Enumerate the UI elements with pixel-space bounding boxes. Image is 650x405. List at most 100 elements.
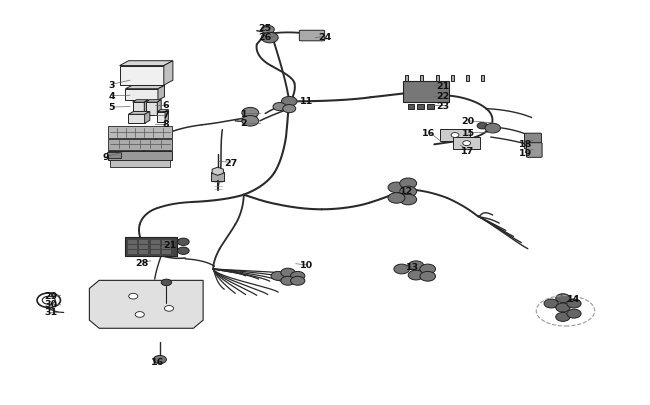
Circle shape (485, 124, 500, 134)
Text: 19: 19 (519, 149, 532, 158)
Text: 26: 26 (259, 33, 272, 42)
Polygon shape (90, 281, 203, 328)
Bar (427, 104, 434, 109)
FancyBboxPatch shape (299, 31, 324, 42)
Circle shape (161, 279, 172, 286)
Text: 9: 9 (103, 153, 109, 162)
Text: 21: 21 (437, 81, 450, 90)
Text: 2: 2 (240, 119, 247, 128)
Bar (140, 241, 148, 245)
Bar (151, 246, 160, 249)
Circle shape (567, 309, 581, 318)
Text: 28: 28 (135, 258, 148, 267)
Text: 27: 27 (224, 158, 237, 167)
Bar (107, 153, 121, 159)
Bar (417, 104, 424, 109)
Bar (451, 76, 454, 82)
Text: 29: 29 (44, 291, 57, 300)
Circle shape (451, 133, 459, 138)
Circle shape (261, 33, 278, 44)
Text: 21: 21 (164, 241, 177, 249)
Polygon shape (158, 86, 164, 101)
Bar (128, 241, 137, 245)
Circle shape (177, 239, 189, 246)
Text: 12: 12 (400, 187, 413, 196)
Bar (162, 241, 171, 245)
Text: 7: 7 (162, 111, 169, 120)
Circle shape (291, 272, 305, 281)
Circle shape (281, 97, 297, 107)
Text: 13: 13 (406, 263, 419, 272)
Polygon shape (144, 100, 148, 116)
Polygon shape (125, 90, 158, 101)
Polygon shape (146, 103, 157, 116)
Bar (481, 76, 484, 82)
Polygon shape (157, 100, 161, 116)
Text: 3: 3 (109, 81, 115, 90)
Bar (151, 241, 160, 245)
Bar (406, 76, 408, 82)
Text: 22: 22 (437, 92, 450, 101)
Bar (108, 151, 172, 160)
Circle shape (281, 269, 295, 277)
Text: 24: 24 (318, 33, 332, 42)
Circle shape (283, 105, 296, 113)
Circle shape (273, 103, 286, 111)
Bar (466, 76, 469, 82)
Polygon shape (164, 62, 173, 86)
Bar (108, 140, 172, 150)
Circle shape (281, 277, 295, 286)
Circle shape (388, 193, 405, 204)
Text: 15: 15 (462, 128, 474, 137)
Bar (421, 76, 424, 82)
Bar (151, 251, 160, 255)
Bar (403, 82, 448, 103)
Circle shape (400, 179, 417, 189)
Text: 4: 4 (109, 92, 115, 101)
Circle shape (271, 272, 285, 281)
Polygon shape (120, 66, 164, 86)
Circle shape (291, 277, 305, 286)
Text: 16: 16 (151, 357, 164, 366)
Bar (140, 251, 148, 255)
Circle shape (153, 356, 166, 364)
Circle shape (242, 116, 259, 127)
Circle shape (477, 123, 488, 130)
Text: 5: 5 (109, 103, 115, 112)
Circle shape (135, 312, 144, 318)
Polygon shape (165, 110, 168, 122)
Text: 8: 8 (162, 120, 169, 129)
Circle shape (394, 264, 410, 274)
Text: 14: 14 (567, 294, 580, 303)
Bar (408, 104, 414, 109)
Circle shape (556, 313, 570, 322)
Polygon shape (129, 115, 144, 124)
Text: 16: 16 (422, 128, 436, 137)
Polygon shape (146, 100, 161, 103)
Bar (436, 76, 439, 82)
Circle shape (408, 271, 424, 280)
Bar (162, 246, 171, 249)
Bar (110, 160, 170, 168)
Bar (162, 251, 171, 255)
Polygon shape (120, 62, 173, 66)
Bar (108, 127, 172, 139)
Polygon shape (133, 100, 148, 103)
Text: 11: 11 (300, 97, 313, 106)
Polygon shape (125, 86, 164, 90)
Text: 31: 31 (44, 307, 57, 316)
Circle shape (420, 272, 436, 281)
Circle shape (400, 187, 417, 197)
Bar (125, 237, 177, 257)
Circle shape (242, 108, 259, 119)
Polygon shape (212, 168, 224, 176)
Bar (441, 130, 469, 142)
Circle shape (261, 26, 274, 34)
Bar (453, 138, 480, 149)
Polygon shape (157, 113, 165, 122)
Circle shape (177, 247, 189, 255)
FancyBboxPatch shape (526, 143, 542, 158)
Text: 18: 18 (519, 139, 532, 148)
Circle shape (388, 183, 405, 193)
Circle shape (556, 303, 570, 312)
